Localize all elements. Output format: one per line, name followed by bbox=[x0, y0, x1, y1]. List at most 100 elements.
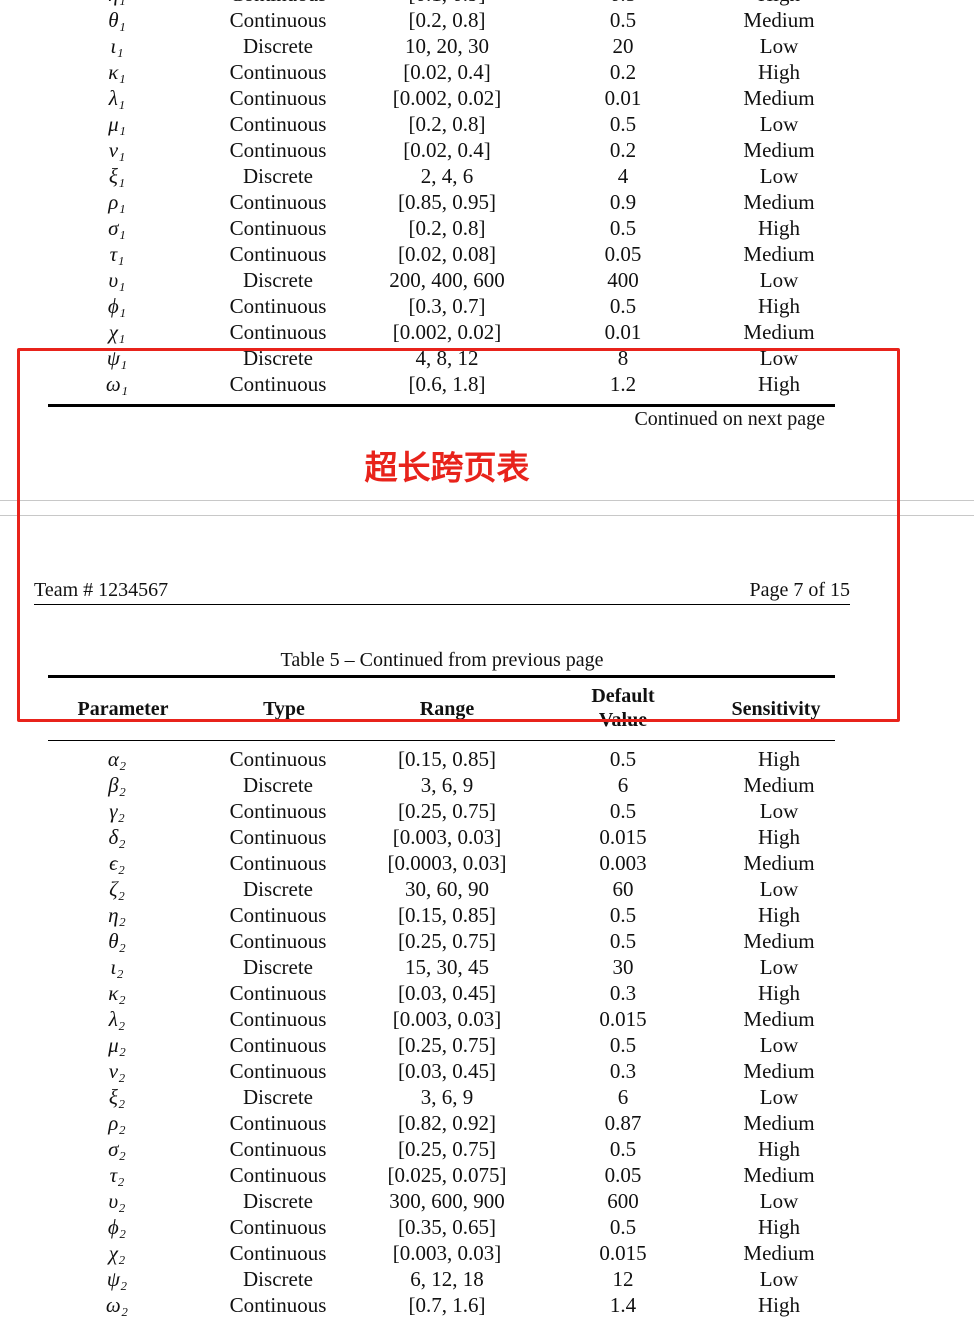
default-cell: 0.015 bbox=[599, 825, 647, 849]
type-cell: Continuous bbox=[229, 1059, 327, 1083]
parameter-cell: ϕ₁ bbox=[107, 294, 127, 318]
default-cell: 12 bbox=[612, 1267, 634, 1291]
sensitivity-cell: High bbox=[758, 60, 800, 84]
default-cell: 0.5 bbox=[609, 112, 637, 136]
sensitivity-cell: Medium bbox=[743, 242, 815, 266]
range-cell: 6, 12, 18 bbox=[410, 1267, 484, 1291]
range-cell: [0.25, 0.75] bbox=[398, 929, 496, 953]
parameter-cell: θ₂ bbox=[108, 929, 126, 953]
sensitivity-cell: High bbox=[758, 747, 800, 771]
parameter-cell: ψ₂ bbox=[106, 1267, 128, 1291]
type-cell: Continuous bbox=[229, 1007, 327, 1031]
sensitivity-cell: Low bbox=[759, 1033, 799, 1057]
sensitivity-cell: Low bbox=[759, 1085, 799, 1109]
range-cell: [0.03, 0.45] bbox=[398, 981, 496, 1005]
sensitivity-cell: High bbox=[758, 372, 800, 396]
sensitivity-cell: Medium bbox=[743, 138, 815, 162]
type-cell: Discrete bbox=[243, 1189, 313, 1213]
type-cell: Continuous bbox=[229, 60, 327, 84]
table-bottom-rule bbox=[48, 404, 835, 407]
default-cell: 0.5 bbox=[609, 1033, 637, 1057]
sensitivity-cell: Medium bbox=[743, 1241, 815, 1265]
range-cell: [0.25, 0.75] bbox=[398, 1033, 496, 1057]
range-cell: [0.02, 0.4] bbox=[403, 138, 491, 162]
range-cell: [0.82, 0.92] bbox=[398, 1111, 496, 1135]
type-cell: Continuous bbox=[229, 747, 327, 771]
type-cell: Continuous bbox=[229, 138, 327, 162]
range-cell: [0.2, 0.8] bbox=[408, 216, 486, 240]
range-cell: [0.3, 0.7] bbox=[408, 294, 486, 318]
sensitivity-cell: Medium bbox=[743, 773, 815, 797]
range-cell: 30, 60, 90 bbox=[405, 877, 489, 901]
sensitivity-cell: Medium bbox=[743, 190, 815, 214]
range-cell: [0.25, 0.75] bbox=[398, 1137, 496, 1161]
range-cell: [0.0003, 0.03] bbox=[387, 851, 507, 875]
type-cell: Continuous bbox=[229, 1137, 327, 1161]
parameter-cell: ϕ₂ bbox=[107, 1215, 127, 1239]
range-cell: 200, 400, 600 bbox=[389, 268, 505, 292]
type-cell: Continuous bbox=[229, 851, 327, 875]
default-cell: 0.5 bbox=[610, 0, 636, 6]
range-cell: [0.6, 1.8] bbox=[408, 372, 486, 396]
sensitivity-cell: Medium bbox=[743, 1059, 815, 1083]
sensitivity-cell: Medium bbox=[743, 1007, 815, 1031]
range-cell: [0.02, 0.4] bbox=[403, 60, 491, 84]
range-cell: 3, 6, 9 bbox=[420, 773, 474, 797]
default-cell: 0.5 bbox=[609, 747, 637, 771]
parameter-cell: λ₂ bbox=[108, 1007, 126, 1031]
type-cell: Continuous bbox=[229, 1215, 327, 1239]
type-cell: Continuous bbox=[229, 1033, 327, 1057]
range-cell: [0.002, 0.02] bbox=[392, 320, 502, 344]
sensitivity-cell: Medium bbox=[743, 86, 815, 110]
type-cell: Continuous bbox=[229, 112, 327, 136]
default-cell: 0.9 bbox=[609, 190, 637, 214]
type-cell: Discrete bbox=[243, 1085, 313, 1109]
parameter-cell: λ₁ bbox=[108, 86, 126, 110]
default-cell: 0.5 bbox=[609, 799, 637, 823]
default-cell: 0.3 bbox=[609, 981, 637, 1005]
default-cell: 0.87 bbox=[604, 1111, 642, 1135]
default-cell: 6 bbox=[617, 773, 629, 797]
type-cell: Continuous bbox=[229, 981, 327, 1005]
parameter-cell: σ₁ bbox=[108, 216, 126, 240]
parameter-cell: ϵ₂ bbox=[109, 851, 125, 875]
sensitivity-cell: Low bbox=[759, 877, 799, 901]
type-cell: Continuous bbox=[229, 86, 327, 110]
default-cell: 0.2 bbox=[609, 60, 637, 84]
parameter-cell: ω₂ bbox=[105, 1293, 129, 1317]
default-cell: 0.5 bbox=[609, 8, 637, 32]
header-rule bbox=[34, 604, 850, 605]
default-cell: 0.5 bbox=[609, 216, 637, 240]
sensitivity-cell: Medium bbox=[743, 8, 815, 32]
default-cell: 1.2 bbox=[609, 372, 637, 396]
range-cell: [0.025, 0.075] bbox=[387, 1163, 507, 1187]
parameter-cell: κ₁ bbox=[108, 60, 126, 84]
type-cell: Discrete bbox=[243, 955, 313, 979]
range-cell: 3, 6, 9 bbox=[420, 1085, 474, 1109]
default-cell: 0.05 bbox=[604, 242, 642, 266]
sensitivity-cell: Low bbox=[759, 164, 799, 188]
default-cell: 0.5 bbox=[609, 294, 637, 318]
range-cell: 10, 20, 30 bbox=[405, 34, 489, 58]
default-cell: 20 bbox=[612, 34, 634, 58]
sensitivity-cell: High bbox=[758, 1137, 800, 1161]
type-cell: Continuous bbox=[229, 294, 327, 318]
parameter-cell: ξ₁ bbox=[108, 164, 126, 188]
default-cell: 8 bbox=[617, 346, 629, 370]
type-cell: Continuous bbox=[229, 216, 327, 240]
parameter-cell: ψ₁ bbox=[106, 346, 128, 370]
sensitivity-cell: High bbox=[758, 903, 800, 927]
table-caption: Table 5 – Continued from previous page bbox=[280, 649, 604, 671]
range-cell: [0.003, 0.03] bbox=[392, 1241, 502, 1265]
default-cell: 6 bbox=[617, 1085, 629, 1109]
sensitivity-cell: Low bbox=[759, 112, 799, 136]
range-cell: [0.25, 0.75] bbox=[398, 799, 496, 823]
type-cell: Continuous bbox=[229, 799, 327, 823]
sensitivity-cell: Medium bbox=[743, 1163, 815, 1187]
sensitivity-cell: Low bbox=[759, 1267, 799, 1291]
type-cell: Continuous bbox=[229, 1111, 327, 1135]
default-cell: 0.01 bbox=[604, 320, 642, 344]
parameter-cell: τ₂ bbox=[109, 1163, 125, 1187]
range-cell: 300, 600, 900 bbox=[389, 1189, 505, 1213]
